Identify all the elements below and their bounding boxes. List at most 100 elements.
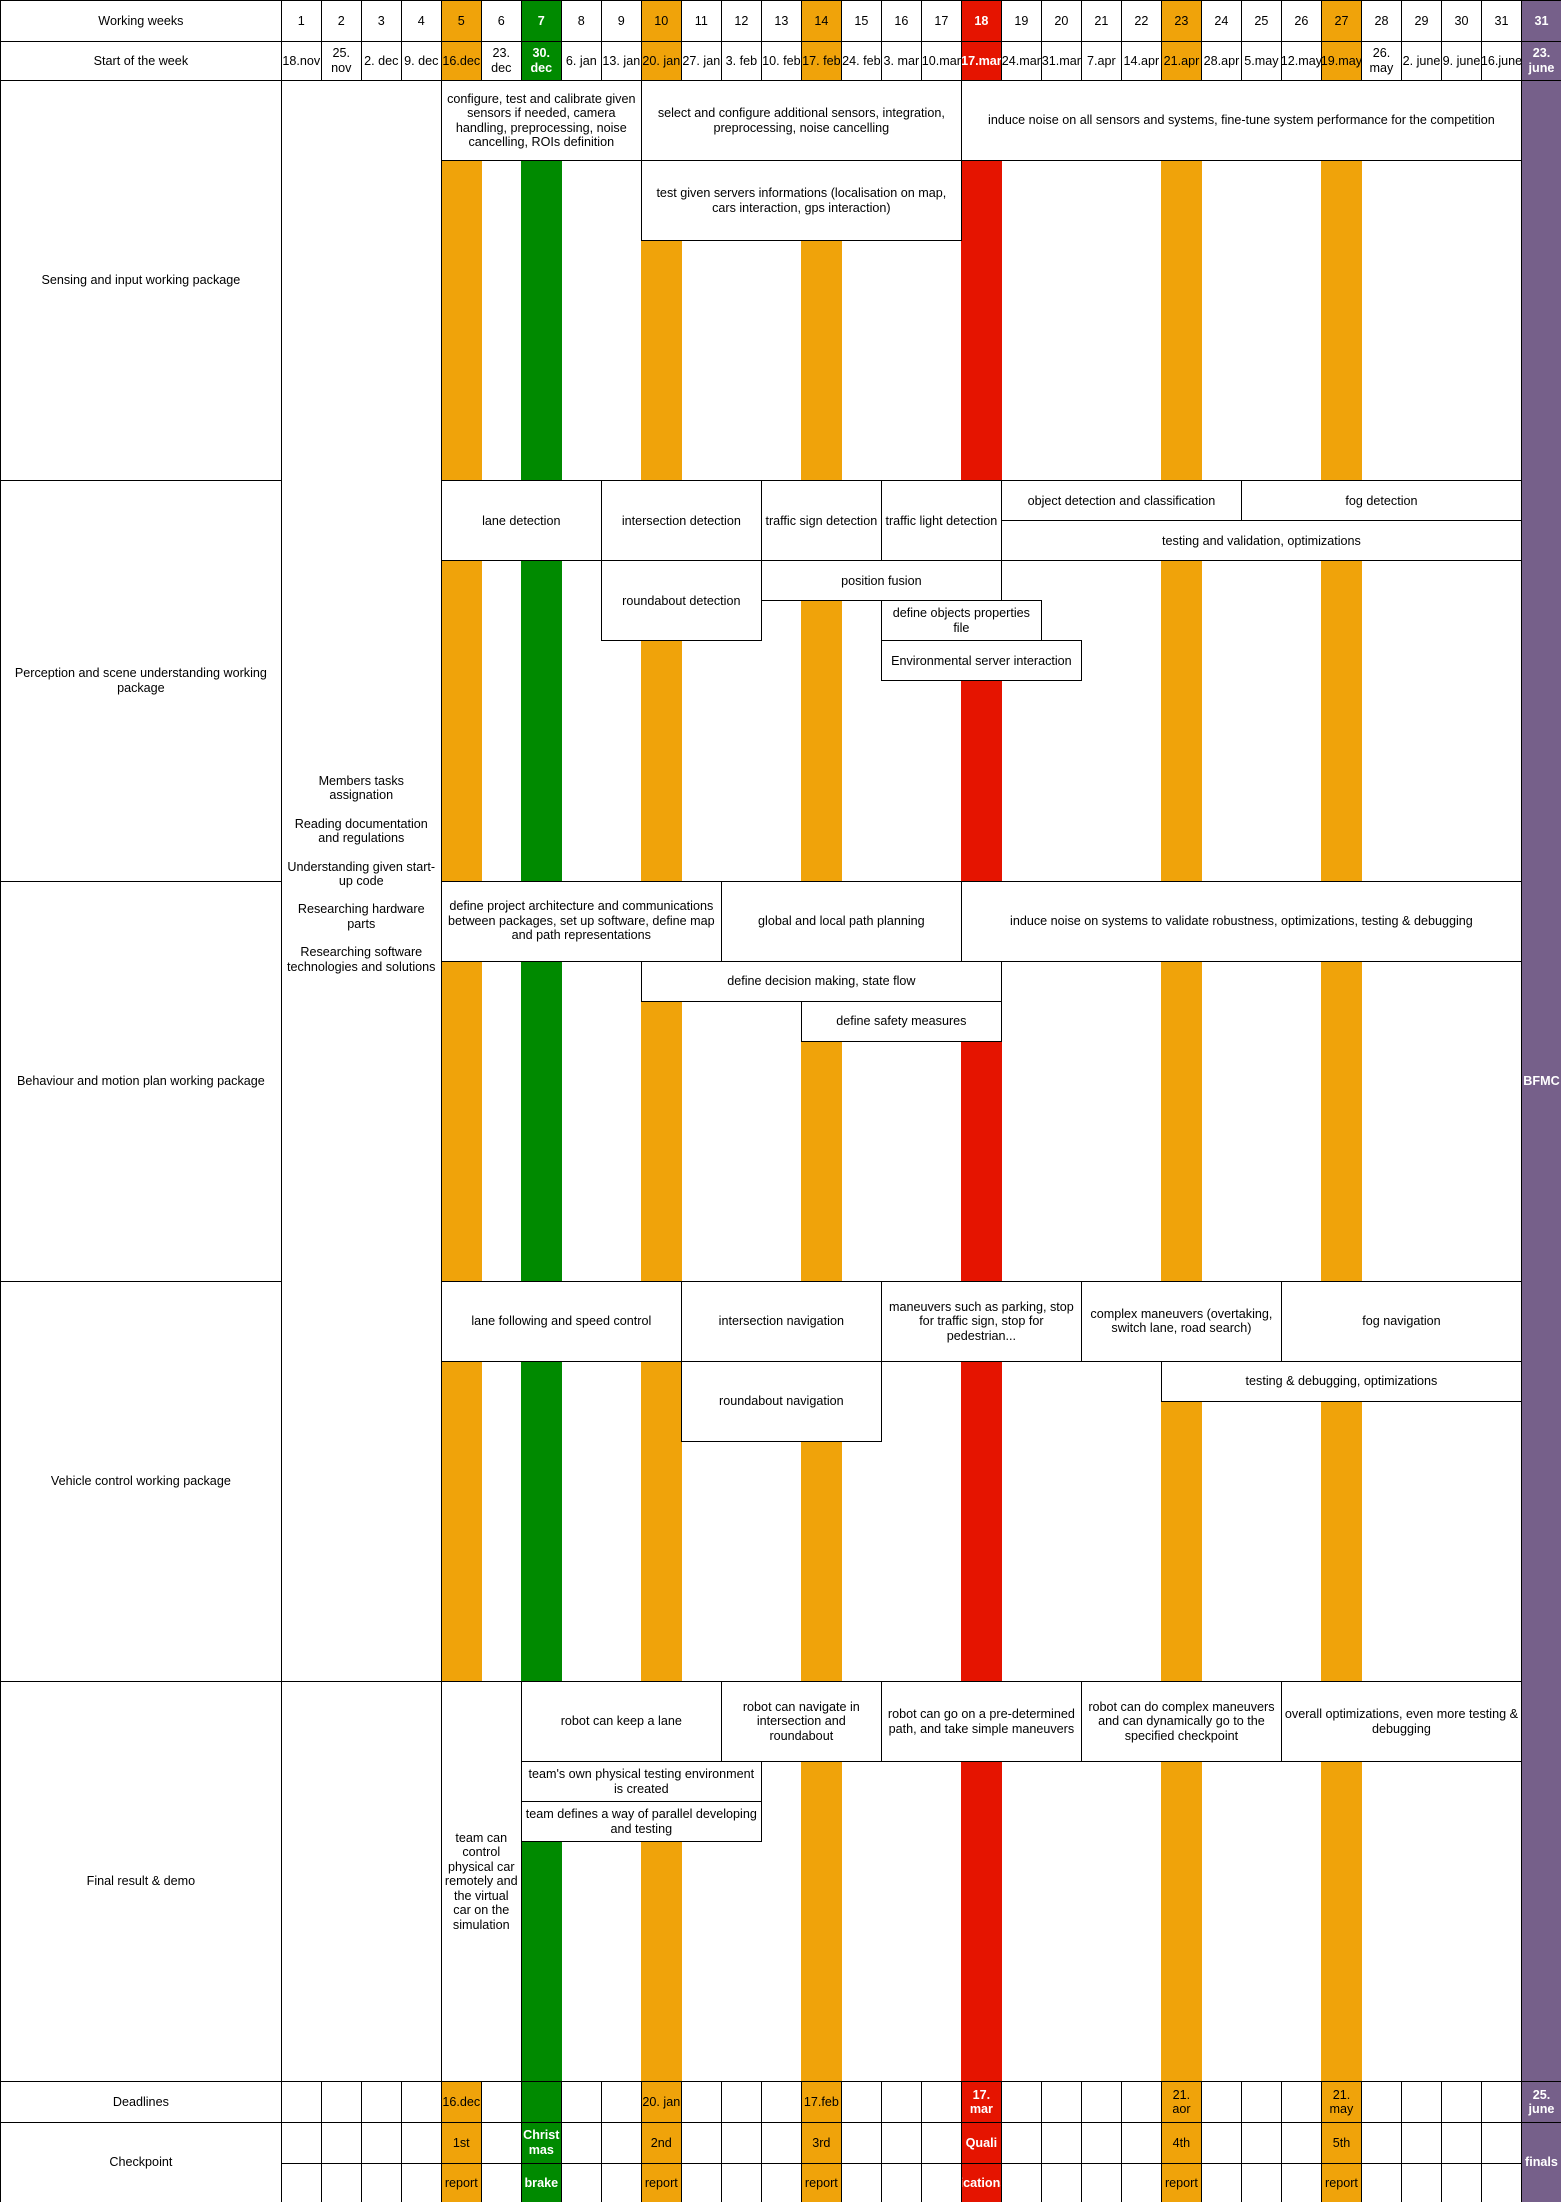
week-start: 10. feb — [760, 40, 802, 82]
checkpoint-cell — [600, 2162, 642, 2202]
checkpoint-cell — [920, 2121, 962, 2164]
deadline-cell: 20. jan — [640, 2081, 682, 2123]
task-box: intersection detection — [600, 480, 762, 562]
week-number: 28 — [1360, 0, 1402, 42]
deadline-cell — [1280, 2081, 1322, 2123]
week-number: 17 — [920, 0, 962, 42]
week-start: 19.may — [1320, 40, 1362, 82]
week-number: 14 — [800, 0, 842, 42]
checkpoint-cell — [480, 2121, 522, 2164]
checkpoint-cell — [840, 2162, 882, 2202]
week-start: 6. jan — [560, 40, 602, 82]
checkpoint-cell: Christ mas — [520, 2121, 562, 2164]
week-number: 10 — [640, 0, 682, 42]
deadline-cell: 16.dec — [440, 2081, 482, 2123]
week-start: 16.june — [1480, 40, 1522, 82]
week-start: 31.mar — [1040, 40, 1082, 82]
week-number: 13 — [760, 0, 802, 42]
deadline-cell — [1360, 2081, 1402, 2123]
task-box: team's own physical testing environment … — [520, 1761, 762, 1803]
task-box: roundabout navigation — [680, 1360, 882, 1442]
checkpoint-cell — [1040, 2121, 1082, 2164]
activity-cell: BFMC — [1520, 80, 1561, 2083]
task-box: overall optimizations, even more testing… — [1280, 1680, 1522, 1763]
checkpoint-cell — [1040, 2162, 1082, 2202]
deadline-cell: 17.feb — [800, 2081, 842, 2123]
checkpoint-cell — [760, 2162, 802, 2202]
checkpoint-cell — [1400, 2121, 1442, 2164]
week-number: 4 — [400, 0, 442, 42]
checkpoint-cell — [1480, 2121, 1522, 2164]
deadline-cell — [1440, 2081, 1482, 2123]
week-highlight — [800, 0, 842, 2202]
deadline-cell — [840, 2081, 882, 2123]
package-label: Final result & demo — [0, 1680, 282, 2083]
task-box: maneuvers such as parking, stop for traf… — [880, 1280, 1082, 1362]
week-start: 30. dec — [520, 40, 562, 82]
deadline-cell — [1200, 2081, 1242, 2123]
task-box: traffic sign detection — [760, 480, 882, 562]
week-start: 9. dec — [400, 40, 442, 82]
week-start: 25. nov — [320, 40, 362, 82]
week-number: 25 — [1240, 0, 1282, 42]
deadline-cell — [1400, 2081, 1442, 2123]
week-start: 10.mar — [920, 40, 962, 82]
week-highlight — [1520, 0, 1561, 2202]
week-start: 27. jan — [680, 40, 722, 82]
checkpoint-cell — [1200, 2162, 1242, 2202]
task-box: fog detection — [1240, 480, 1522, 522]
checkpoint-cell — [720, 2162, 762, 2202]
checkpoint-cell — [1080, 2162, 1122, 2202]
week-highlight — [1320, 0, 1362, 2202]
week-start: 3. feb — [720, 40, 762, 82]
checkpoint-cell — [1240, 2121, 1282, 2164]
task-box: lane detection — [440, 480, 602, 562]
checkpoint-cell — [880, 2162, 922, 2202]
task-box: traffic light detection — [880, 480, 1002, 562]
checkpoint-cell — [1000, 2121, 1042, 2164]
deadline-cell: 21. may — [1320, 2081, 1362, 2123]
task-box: test given servers informations (localis… — [640, 160, 962, 242]
deadline-cell — [680, 2081, 722, 2123]
checkpoint-cell — [1120, 2162, 1162, 2202]
checkpoint-cell — [720, 2121, 762, 2164]
week-start: 14.apr — [1120, 40, 1162, 82]
week-number: 31 — [1520, 0, 1561, 42]
deadline-cell — [480, 2081, 522, 2123]
deadline-cell — [400, 2081, 442, 2123]
week-number: 22 — [1120, 0, 1162, 42]
row-label: Start of the week — [0, 40, 282, 82]
checkpoint-cell — [760, 2121, 802, 2164]
deadline-cell — [1120, 2081, 1162, 2123]
week-number: 27 — [1320, 0, 1362, 42]
week-number: 21 — [1080, 0, 1122, 42]
package-label: Perception and scene understanding worki… — [0, 480, 282, 882]
week-number: 24 — [1200, 0, 1242, 42]
task-box: position fusion — [760, 560, 1002, 602]
task-box: induce noise on systems to validate robu… — [960, 880, 1522, 962]
week-start: 24.mar — [1000, 40, 1042, 82]
checkpoint-note: report — [1320, 2162, 1362, 2202]
task-box: testing & debugging, optimizations — [1160, 1360, 1522, 1402]
checkpoint-cell: 4th — [1160, 2121, 1202, 2164]
week-start: 23. june — [1520, 40, 1561, 82]
checkpoint-cell — [1200, 2121, 1242, 2164]
checkpoint-cell: 1st — [440, 2121, 482, 2164]
checkpoint-cell — [1360, 2121, 1402, 2164]
week-start: 16.dec — [440, 40, 482, 82]
week-number: 11 — [680, 0, 722, 42]
deadline-cell — [1040, 2081, 1082, 2123]
week-number: 16 — [880, 0, 922, 42]
deadline-cell — [320, 2081, 362, 2123]
checkpoint-cell — [320, 2121, 362, 2164]
checkpoint-cell — [560, 2162, 602, 2202]
task-box: define project architecture and communic… — [440, 880, 722, 962]
task-box: intersection navigation — [680, 1280, 882, 1362]
week-start: 20. jan — [640, 40, 682, 82]
checkpoint-cell — [1480, 2162, 1522, 2202]
checkpoint-cell: 5th — [1320, 2121, 1362, 2164]
week-number: 19 — [1000, 0, 1042, 42]
checkpoint-note: brake — [520, 2162, 562, 2202]
checkpoint-cell — [1240, 2162, 1282, 2202]
task-box: define decision making, state flow — [640, 960, 1002, 1002]
